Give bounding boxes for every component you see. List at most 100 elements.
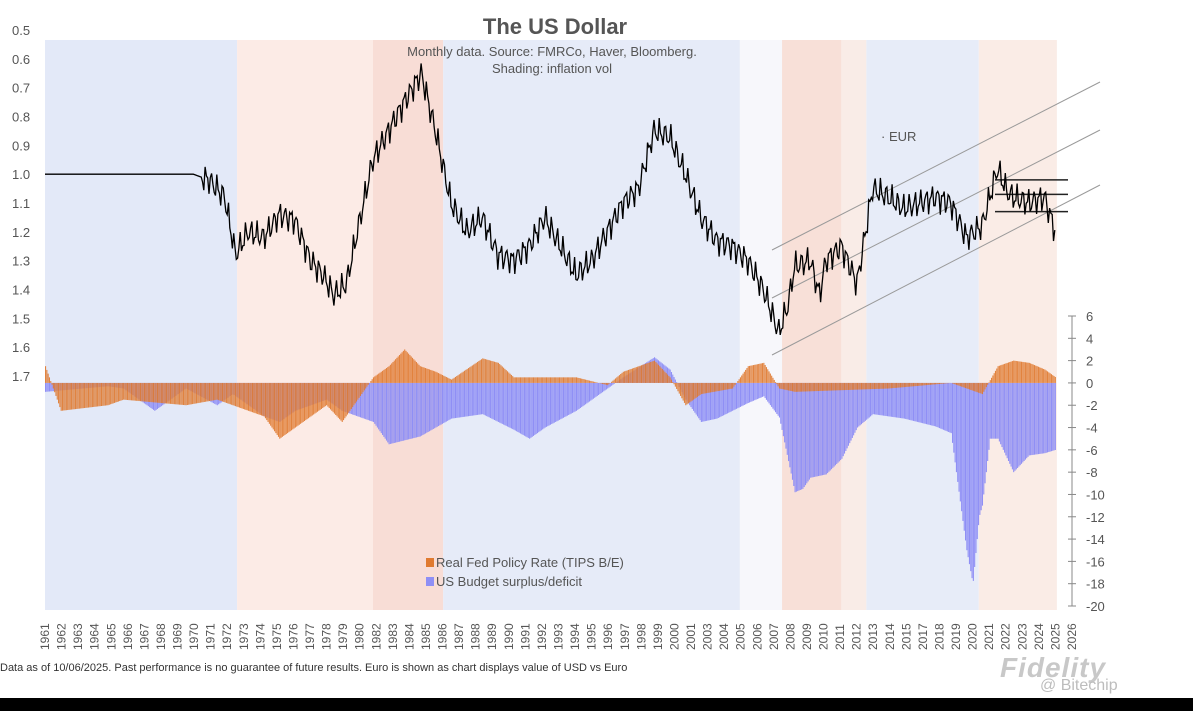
- fed-rate-bar: [669, 377, 671, 383]
- deficit-bar: [430, 382, 432, 431]
- fed-rate-bar: [899, 382, 902, 388]
- deficit-bar: [975, 382, 977, 554]
- fed-rate-bar: [883, 382, 885, 389]
- deficit-bar: [545, 382, 548, 427]
- deficit-bar: [925, 382, 928, 425]
- deficit-bar: [857, 382, 859, 428]
- deficit-bar: [389, 382, 391, 444]
- deficit-bar: [500, 382, 502, 424]
- deficit-bar: [391, 382, 393, 444]
- fed-rate-bar: [661, 368, 663, 383]
- fed-rate-bar: [529, 377, 531, 383]
- fed-rate-bar: [906, 382, 908, 387]
- fed-rate-bar: [271, 382, 273, 428]
- deficit-bar: [397, 382, 399, 442]
- fed-rate-bar: [106, 382, 108, 406]
- fed-rate-bar: [677, 382, 679, 392]
- deficit-bar: [814, 382, 816, 477]
- fed-rate-bar: [1033, 365, 1036, 383]
- fed-rate-bar: [52, 382, 54, 389]
- deficit-bar: [976, 382, 978, 540]
- fed-rate-bar: [681, 382, 683, 399]
- deficit-bar: [905, 382, 907, 419]
- deficit-bar: [1032, 382, 1034, 455]
- fed-rate-bar: [728, 382, 730, 390]
- deficit-bar: [981, 382, 984, 506]
- deficit-bar: [936, 382, 938, 427]
- fed-rate-bar: [683, 382, 686, 403]
- fed-rate-bar: [864, 382, 866, 390]
- fed-rate-bar: [67, 382, 69, 411]
- right-tick-label: 2: [1086, 354, 1093, 369]
- deficit-bar: [585, 382, 587, 405]
- deficit-bar: [527, 382, 529, 438]
- fed-rate-bar: [660, 367, 662, 383]
- fed-rate-bar: [302, 382, 304, 422]
- fed-rate-bar: [971, 382, 973, 391]
- fed-rate-bar: [408, 353, 410, 383]
- deficit-bar: [867, 382, 869, 419]
- deficit-bar: [457, 382, 459, 418]
- fed-rate-bar: [248, 382, 250, 411]
- legend-label-fed-rate: Real Fed Policy Rate (TIPS B/E): [436, 555, 624, 570]
- fed-rate-bar: [612, 380, 614, 383]
- fed-rate-bar: [311, 382, 313, 416]
- fed-rate-bar: [99, 382, 101, 407]
- fed-rate-bar: [699, 382, 701, 396]
- deficit-bar: [894, 382, 896, 418]
- fed-rate-bar: [889, 382, 891, 389]
- deficit-bar: [985, 382, 987, 473]
- deficit-bar: [780, 382, 782, 424]
- fed-rate-bar: [544, 377, 546, 383]
- deficit-bar: [395, 382, 397, 443]
- fed-rate-bar: [266, 382, 268, 421]
- fed-rate-bar: [189, 382, 191, 405]
- fed-rate-bar: [758, 363, 760, 383]
- left-tick-label: 1.2: [12, 225, 30, 240]
- fed-rate-bar: [673, 382, 675, 385]
- deficit-bar: [555, 382, 557, 422]
- deficit-bar: [760, 382, 762, 398]
- deficit-bar: [997, 382, 999, 439]
- deficit-bar: [551, 382, 553, 425]
- deficit-bar: [841, 382, 843, 459]
- fed-rate-bar: [840, 382, 842, 391]
- deficit-bar: [414, 382, 416, 438]
- deficit-bar: [538, 382, 540, 433]
- fed-rate-bar: [994, 370, 997, 383]
- fed-rate-bar: [340, 382, 342, 421]
- fed-rate-bar: [253, 382, 255, 413]
- left-tick-label: 1.7: [12, 369, 30, 384]
- fed-rate-bar: [197, 382, 199, 404]
- deficit-bar: [1037, 382, 1039, 455]
- deficit-bar: [972, 382, 974, 581]
- fed-rate-bar: [579, 378, 581, 383]
- fed-rate-bar: [81, 382, 83, 409]
- fed-rate-bar: [415, 362, 417, 383]
- fed-rate-bar: [227, 382, 229, 404]
- fed-rate-bar: [471, 365, 473, 383]
- deficit-bar: [892, 382, 894, 417]
- x-tick-label: 2001: [684, 623, 698, 650]
- fed-rate-bar: [993, 373, 995, 383]
- deficit-bar: [983, 382, 985, 495]
- fed-rate-bar: [74, 382, 77, 410]
- fed-rate-bar: [719, 382, 721, 391]
- fed-rate-bar: [179, 382, 181, 405]
- deficit-bar: [898, 382, 900, 418]
- deficit-bar: [970, 382, 972, 572]
- fed-rate-bar: [445, 376, 447, 383]
- fed-rate-bar: [323, 382, 325, 408]
- fed-rate-bar: [880, 382, 882, 389]
- deficit-bar: [949, 382, 951, 433]
- deficit-bar: [776, 382, 778, 414]
- eur-line: [45, 63, 1056, 336]
- deficit-bar: [379, 382, 381, 432]
- fed-rate-bar: [163, 382, 165, 404]
- deficit-bar: [912, 382, 915, 421]
- fed-rate-bar: [870, 382, 872, 390]
- fed-rate-bar: [293, 382, 295, 429]
- deficit-bar: [716, 382, 718, 419]
- fed-rate-bar: [167, 382, 169, 404]
- fed-rate-bar: [738, 379, 740, 383]
